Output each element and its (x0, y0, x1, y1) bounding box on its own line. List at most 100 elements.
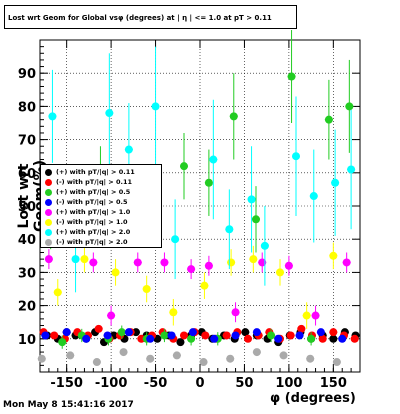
data-point (307, 334, 316, 343)
data-point (302, 311, 311, 320)
data-point (41, 331, 50, 340)
data-point (58, 338, 67, 347)
data-point (103, 331, 112, 340)
x-tick-label: 50 (235, 376, 253, 391)
data-point (279, 351, 288, 360)
data-point (66, 351, 75, 360)
data-point (172, 351, 181, 360)
data-point (142, 285, 151, 293)
legend-marker (45, 198, 52, 206)
data-point (252, 328, 261, 337)
data-point (329, 328, 338, 337)
data-point (249, 255, 258, 264)
legend-marker (45, 228, 52, 236)
legend-label: (+) with pT/|q| > 0.5 (56, 188, 131, 196)
x-tick-label: -150 (50, 376, 83, 391)
data-point (82, 334, 91, 343)
data-point (227, 258, 236, 267)
data-point (204, 261, 213, 270)
x-tick-label: 150 (320, 376, 347, 391)
y-tick-label: 40 (18, 233, 36, 248)
data-point (306, 354, 315, 363)
y-tick-label: 50 (18, 200, 36, 215)
legend-item: (-) with pT/|q| > 0.5 (45, 197, 127, 207)
legend-label: (-) with pT/|q| > 1.0 (56, 218, 128, 226)
data-point (160, 258, 169, 267)
legend-marker (45, 238, 52, 246)
data-point (117, 328, 126, 337)
data-point (92, 358, 101, 367)
legend-item: (+) with pT/|q| > 1.0 (45, 207, 130, 217)
data-point (244, 334, 252, 343)
data-point (188, 328, 197, 337)
x-axis-label: φ (degrees) (270, 391, 356, 406)
legend-label: (+) with pT/|q| > 2.0 (56, 228, 131, 236)
x-tick-label: 100 (275, 376, 302, 391)
data-point (71, 255, 80, 264)
legend-label: (-) with pT/|q| > 0.11 (56, 178, 133, 186)
y-tick-label: 30 (18, 266, 36, 281)
data-point (350, 334, 359, 343)
data-point (226, 354, 235, 363)
legend-item: (+) with pT/|q| > 0.5 (45, 187, 130, 197)
data-point (252, 215, 260, 224)
data-point (252, 348, 261, 357)
data-point (231, 331, 240, 340)
data-point (44, 255, 53, 264)
data-point (324, 115, 333, 124)
chart-title: Lost wrt Geom for Global vsφ (degrees) a… (4, 5, 297, 29)
data-point (180, 162, 188, 171)
data-point (231, 308, 240, 317)
data-point (347, 165, 356, 174)
data-point (309, 192, 318, 201)
data-point (332, 358, 341, 367)
data-point (187, 265, 196, 274)
data-point (146, 354, 155, 363)
legend-item: (-) with pT/|q| > 1.0 (45, 217, 127, 227)
data-point (200, 281, 209, 290)
data-point (169, 308, 178, 317)
data-point (53, 288, 62, 297)
data-point (241, 328, 250, 337)
legend-item: (-) with pT/|q| > 2.0 (45, 237, 127, 247)
data-point (151, 102, 160, 111)
data-point (124, 145, 133, 154)
x-tick-label: 0 (195, 376, 204, 391)
data-point (201, 331, 210, 340)
data-point (180, 331, 188, 340)
legend-label: (-) with pT/|q| > 2.0 (56, 238, 128, 246)
x-tick-label: -100 (95, 376, 128, 391)
data-point (338, 334, 347, 343)
data-point (199, 358, 208, 367)
data-point (119, 348, 128, 357)
data-point (37, 354, 46, 363)
legend-label: (+) with pT/|q| > 1.0 (56, 208, 131, 216)
data-point (222, 331, 231, 340)
data-point (111, 268, 120, 277)
data-point (229, 112, 238, 121)
data-point (105, 109, 114, 118)
data-point (292, 152, 300, 161)
data-point (209, 155, 218, 164)
data-point (225, 225, 234, 234)
data-point (176, 338, 185, 347)
data-point (80, 255, 89, 264)
data-point (167, 331, 176, 340)
y-tick-label: 60 (18, 167, 36, 182)
data-point (160, 331, 169, 340)
data-point (124, 328, 133, 337)
legend-item: (-) with pT/|q| > 0.11 (45, 177, 132, 187)
data-point (62, 328, 71, 337)
data-point (345, 102, 354, 111)
data-point (204, 178, 213, 187)
data-point (260, 241, 269, 250)
legend-item: (+) with pT/|q| > 2.0 (45, 227, 130, 237)
legend: (+) with pT/|q| > 0.11 (-) with pT/|q| >… (40, 164, 162, 248)
data-point (274, 334, 283, 343)
data-point (50, 331, 59, 340)
data-point (171, 235, 180, 244)
data-point (329, 334, 338, 343)
legend-marker (45, 218, 52, 226)
data-point (276, 268, 284, 277)
